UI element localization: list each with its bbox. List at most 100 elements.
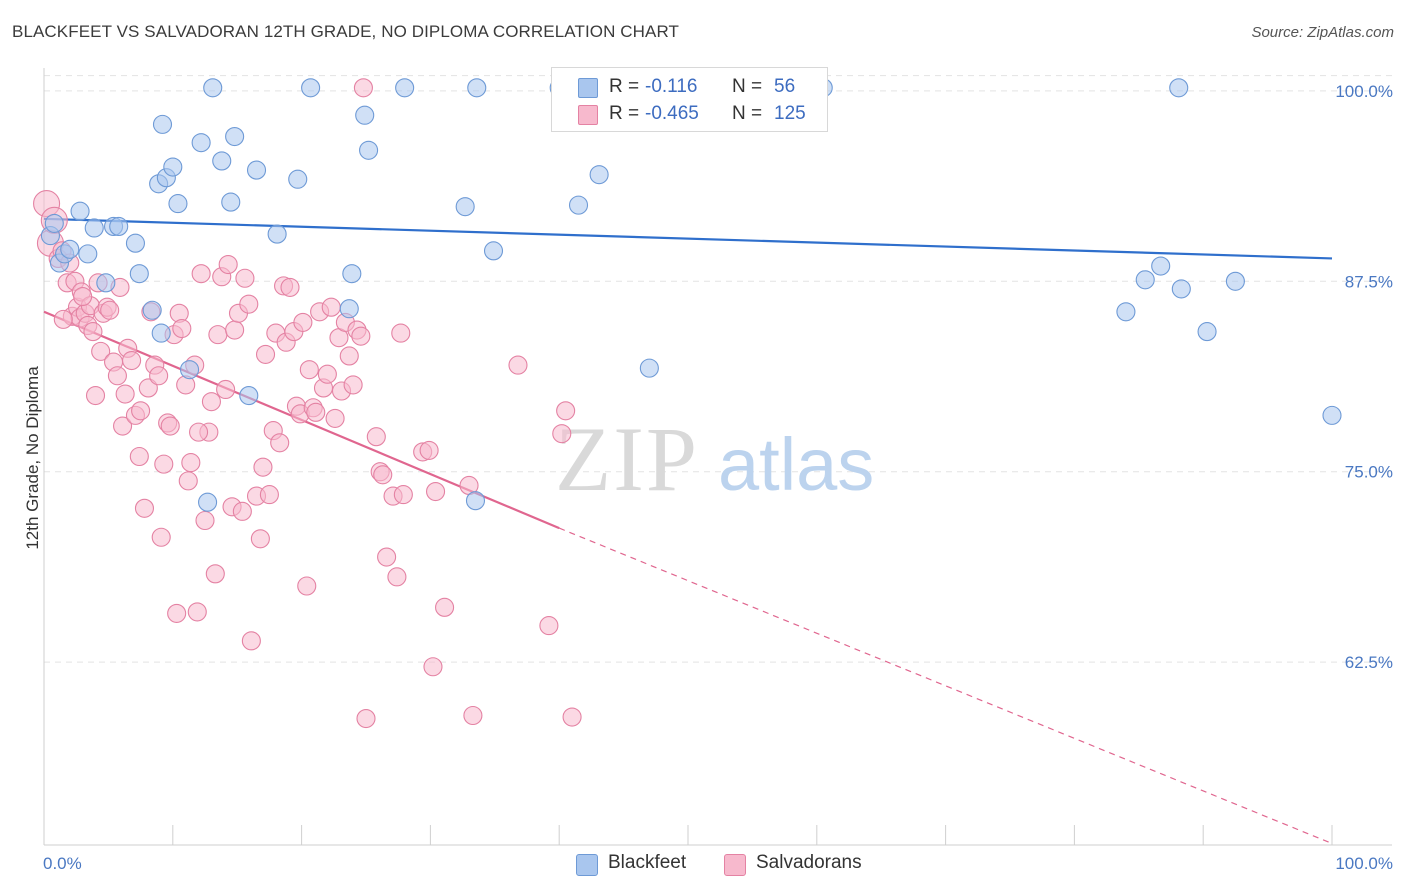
point-salvadorans (53, 309, 73, 329)
point-salvadorans (270, 433, 290, 453)
point-salvadorans (259, 485, 279, 505)
point-blackfeet (1322, 405, 1342, 425)
series-legend: Blackfeet Salvadorans (0, 852, 1406, 878)
point-salvadorans (160, 416, 180, 436)
point-blackfeet (151, 323, 171, 343)
point-salvadorans (225, 320, 245, 340)
point-blackfeet (125, 233, 145, 253)
point-salvadorans (306, 402, 326, 422)
point-blackfeet (1171, 279, 1191, 299)
point-salvadorans (178, 471, 198, 491)
point-blackfeet (639, 358, 659, 378)
point-salvadorans (205, 564, 225, 584)
point-blackfeet (465, 491, 486, 511)
point-blackfeet (1169, 78, 1189, 98)
watermark-zip: ZIP (555, 408, 699, 510)
series-blackfeet (40, 78, 1342, 512)
y-tick-label: 75.0% (1345, 463, 1393, 482)
point-salvadorans (253, 457, 273, 477)
y-tick-labels: 100.0% 87.5% 75.0% 62.5% (1335, 82, 1393, 672)
series-swatch-salvadorans (724, 854, 746, 876)
series-label-salvadorans: Salvadorans (756, 852, 862, 873)
point-blackfeet (339, 299, 359, 319)
point-salvadorans (297, 576, 317, 596)
point-blackfeet (395, 78, 415, 98)
point-salvadorans (134, 498, 155, 518)
point-salvadorans (426, 481, 446, 502)
point-salvadorans (255, 344, 276, 364)
point-blackfeet (225, 127, 245, 147)
point-blackfeet (568, 195, 589, 215)
point-blackfeet (44, 213, 64, 233)
x-tick-label-max: 100.0% (1335, 854, 1393, 873)
point-salvadorans (138, 378, 158, 398)
legend-row-salvadorans: R = -0.465 N = 125 (552, 101, 827, 129)
point-blackfeet (78, 244, 98, 264)
point-salvadorans (235, 268, 255, 288)
point-blackfeet (198, 492, 218, 512)
series-swatch-blackfeet (576, 854, 598, 876)
point-salvadorans (107, 366, 127, 386)
watermark-atlas: atlas (718, 423, 874, 506)
point-blackfeet (1197, 322, 1217, 342)
point-salvadorans (317, 364, 337, 384)
point-blackfeet (191, 133, 211, 153)
point-salvadorans (122, 350, 142, 371)
series-label-blackfeet: Blackfeet (608, 852, 687, 873)
point-blackfeet (109, 216, 129, 236)
point-salvadorans (208, 325, 228, 345)
point-salvadorans (463, 705, 483, 726)
point-blackfeet (129, 264, 149, 284)
point-salvadorans (539, 616, 559, 636)
point-blackfeet (1151, 256, 1171, 276)
point-salvadorans (293, 312, 313, 332)
point-salvadorans (435, 597, 455, 617)
point-salvadorans (172, 318, 192, 339)
point-blackfeet (84, 218, 104, 238)
point-salvadorans (423, 657, 443, 677)
point-salvadorans (508, 355, 528, 375)
point-salvadorans (339, 346, 359, 366)
point-blackfeet (589, 165, 609, 185)
point-salvadorans (419, 440, 439, 460)
legend-swatch-blackfeet (578, 78, 598, 98)
point-salvadorans (250, 529, 270, 549)
point-salvadorans (321, 297, 341, 317)
point-salvadorans (115, 384, 135, 404)
point-salvadorans (391, 323, 411, 343)
gridlines (44, 75, 1392, 663)
x-tick-label-min: 0.0% (43, 854, 82, 873)
point-salvadorans (131, 401, 151, 421)
point-blackfeet (455, 197, 475, 217)
point-salvadorans (387, 567, 407, 587)
point-blackfeet (203, 78, 223, 98)
legend-n-value: 56 (774, 76, 796, 97)
point-salvadorans (373, 465, 393, 485)
point-blackfeet (212, 151, 232, 171)
point-salvadorans (356, 708, 376, 729)
point-salvadorans (351, 326, 371, 346)
y-axis-label: 12th Grade, No Diploma (23, 366, 42, 550)
point-salvadorans (113, 416, 133, 436)
chart-title: BLACKFEET VS SALVADORAN 12TH GRADE, NO D… (12, 22, 680, 41)
point-salvadorans (562, 707, 582, 727)
legend-n-label: N = (732, 103, 763, 124)
point-blackfeet (1135, 270, 1155, 290)
point-salvadorans (154, 454, 174, 474)
trend-line-salvadorans-extension (558, 527, 1333, 845)
x-tick-labels: 0.0% 100.0% (43, 854, 1393, 873)
point-blackfeet (246, 160, 267, 180)
source-label: Source: ZipAtlas.com (1251, 24, 1394, 41)
point-salvadorans (91, 341, 111, 361)
legend-n-value: 125 (774, 103, 806, 124)
point-salvadorans (299, 360, 319, 380)
point-salvadorans (556, 401, 576, 421)
y-tick-label: 62.5% (1345, 653, 1393, 672)
point-blackfeet (359, 140, 379, 160)
point-blackfeet (288, 169, 308, 189)
point-blackfeet (163, 157, 183, 177)
legend-row-blackfeet: R = -0.116 N = 56 (552, 74, 827, 102)
point-blackfeet (483, 241, 504, 261)
point-blackfeet (239, 386, 259, 406)
